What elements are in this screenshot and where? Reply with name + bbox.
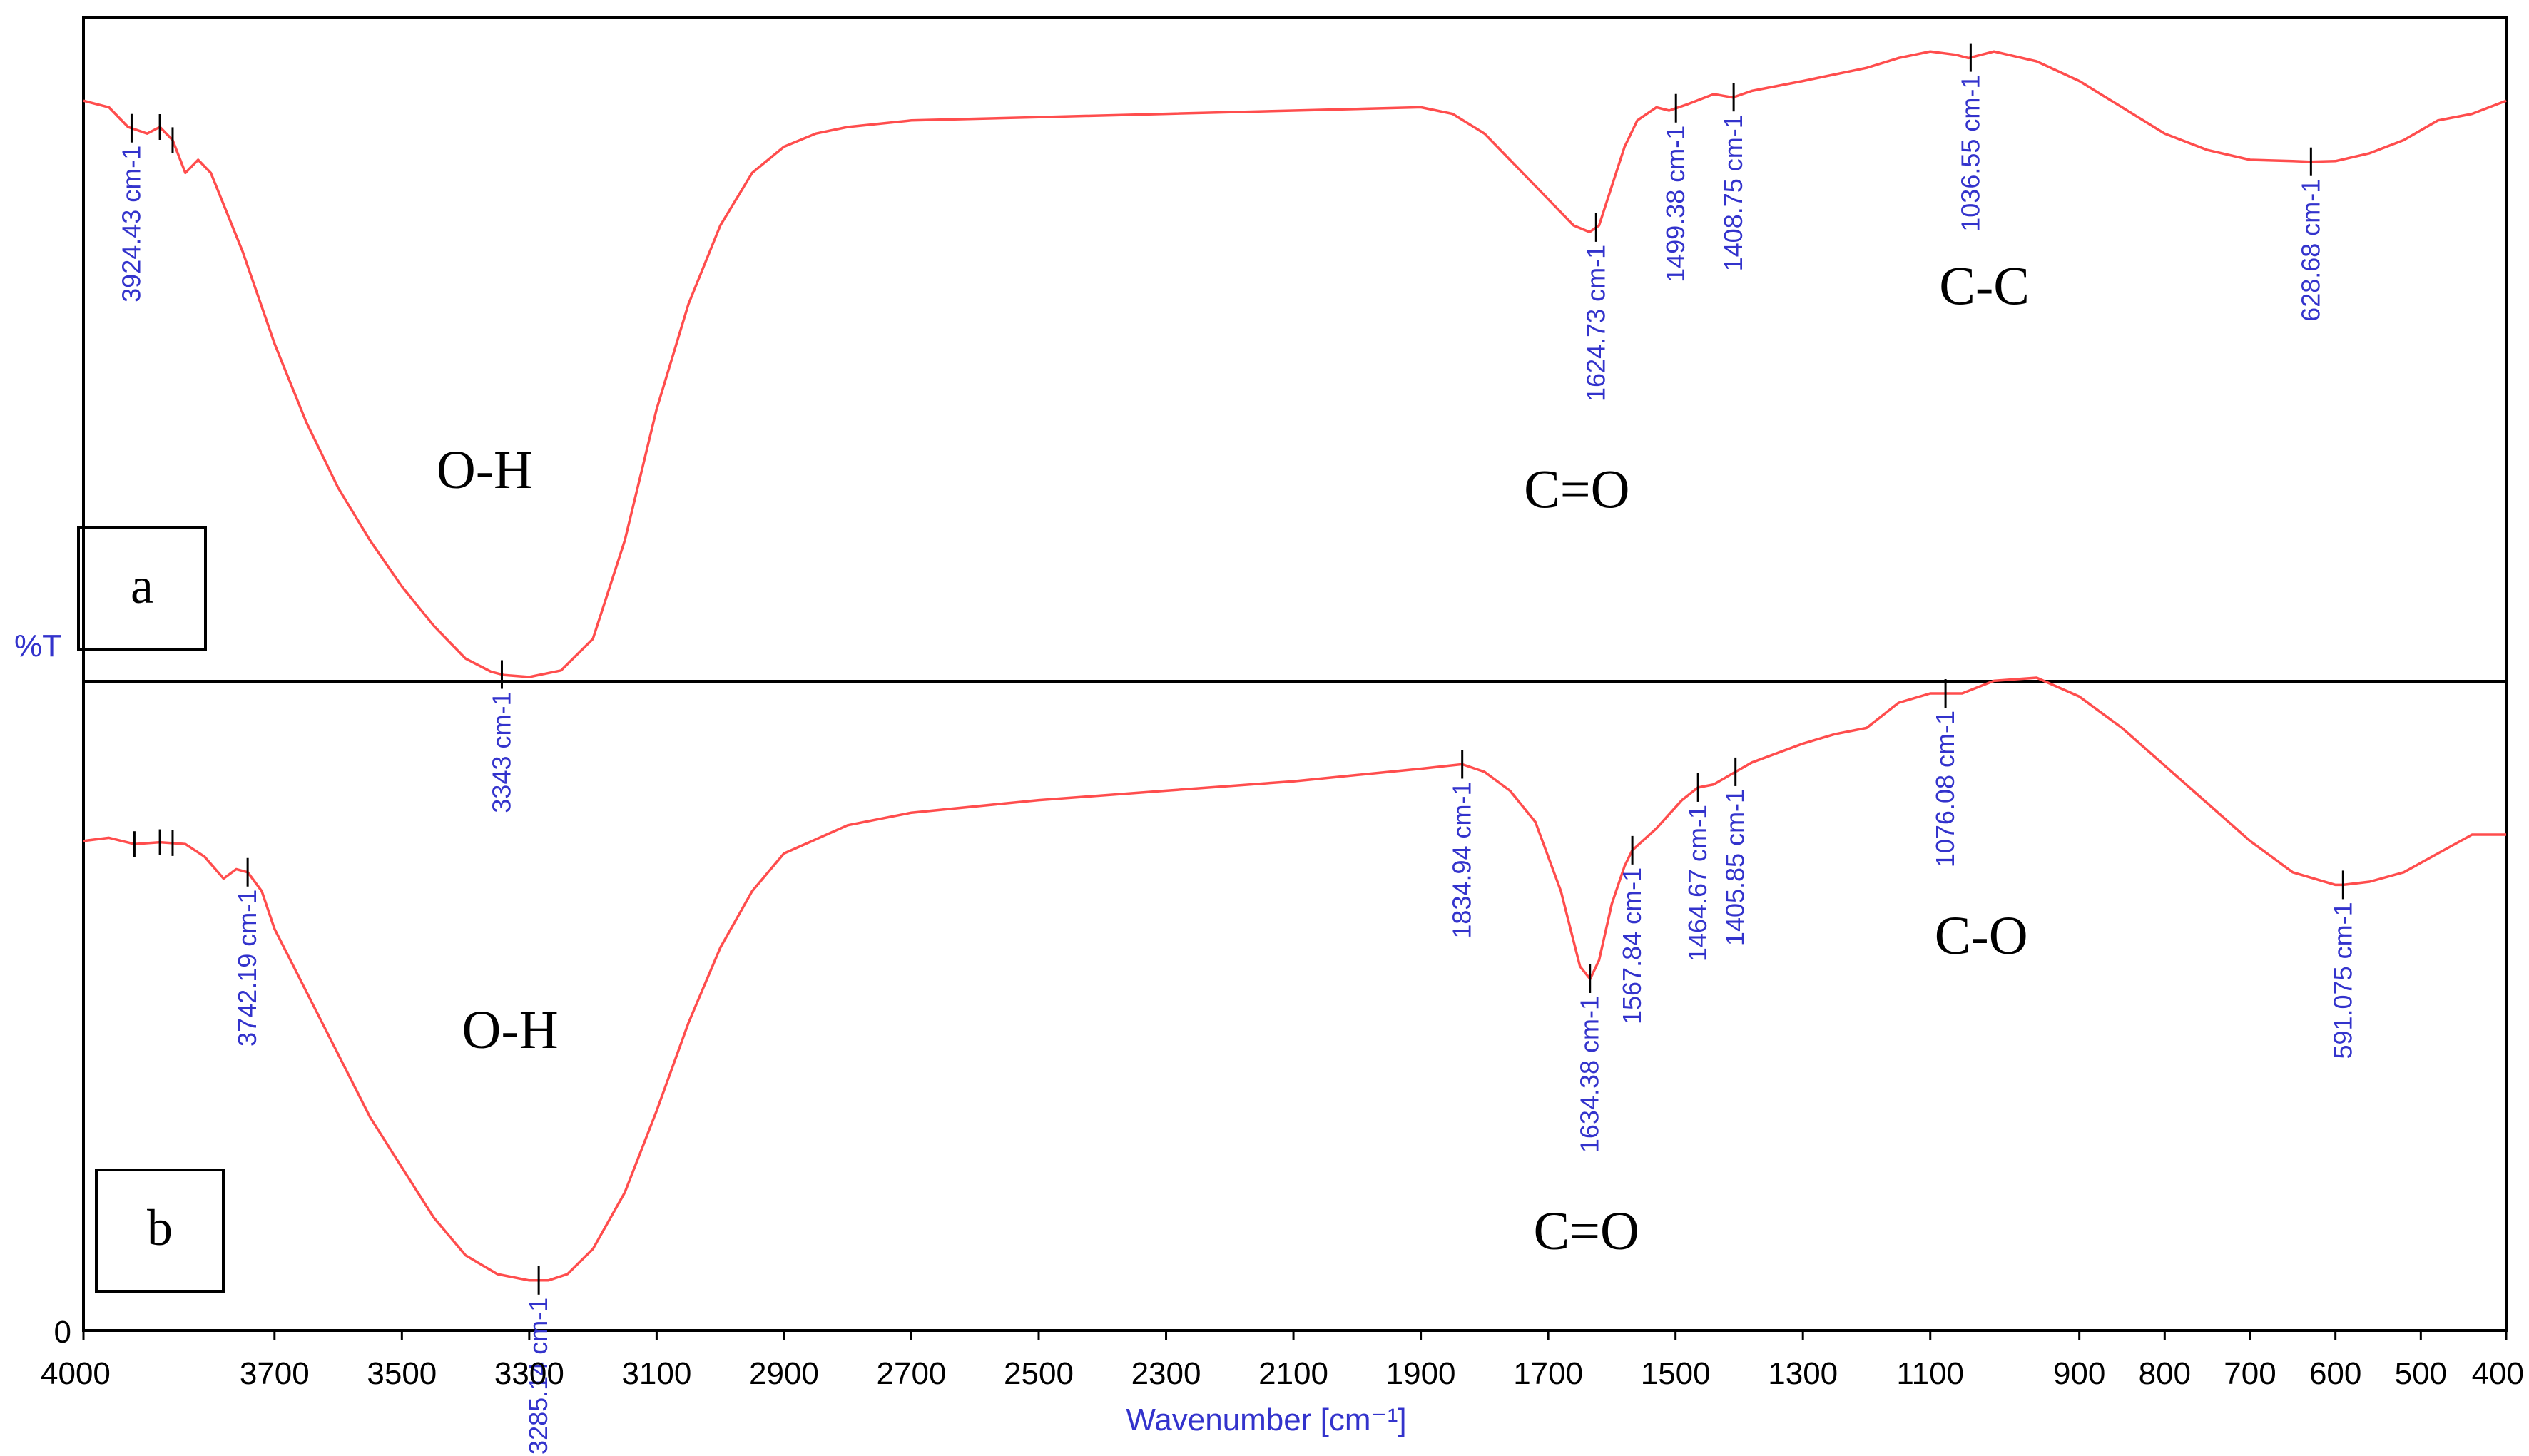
x-tick-label: 3700 xyxy=(240,1356,310,1391)
panel-a-group-label: C-C xyxy=(1939,256,2030,316)
panel-a-frame xyxy=(82,16,2508,683)
panel-a-peak-markers: 3924.43 cm-1 3343 cm-1 1624.73 cm-1 1499.38… xyxy=(116,43,2325,813)
x-tick-label: 900 xyxy=(2053,1356,2105,1391)
x-tick-label: 2300 xyxy=(1131,1356,1201,1391)
panel-a-letter: a xyxy=(131,557,153,614)
panel-a: 3924.43 cm-1 3343 cm-1 1624.73 cm-1 1499.38… xyxy=(77,16,2508,813)
x-tick-label: 2900 xyxy=(749,1356,819,1391)
x-tick-label: 1300 xyxy=(1768,1356,1838,1391)
x-axis: 4000 3700 3500 3300 3100 2900 2700 2500 2300 2100… xyxy=(41,1330,2524,1391)
x-tick-label: 3100 xyxy=(621,1356,691,1391)
panel-b-letter: b xyxy=(147,1199,173,1256)
panel-b-peak-label: 1834.94 cm-1 xyxy=(1447,781,1477,938)
x-axis-title: Wavenumber [cm⁻¹] xyxy=(1126,1402,1406,1437)
x-tick-label: 1100 xyxy=(1896,1356,1964,1391)
x-tick-label: 4000 xyxy=(41,1356,111,1391)
x-tick-label: 700 xyxy=(2224,1356,2276,1391)
x-tick-label: 2700 xyxy=(877,1356,947,1391)
panel-a-group-labels: O-H C=O C-C xyxy=(437,256,2030,519)
panel-b-peak-label: 3285.14 cm-1 xyxy=(524,1298,553,1455)
x-tick-label: 2500 xyxy=(1004,1356,1074,1391)
panel-a-group-label: O-H xyxy=(437,440,533,500)
panel-a-group-label: C=O xyxy=(1524,460,1629,520)
panel-b-peak-label: 1405.85 cm-1 xyxy=(1721,789,1750,946)
panel-b-group-labels: O-H C=O C-O xyxy=(462,906,2028,1261)
panel-b-letter-box xyxy=(95,1169,225,1293)
y-origin-label: 0 xyxy=(54,1315,71,1350)
panel-b-peak-label: 1076.08 cm-1 xyxy=(1930,711,1960,867)
x-tick-label: 1500 xyxy=(1641,1356,1711,1391)
panel-a-peak-label: 628.68 cm-1 xyxy=(2296,179,2325,322)
panel-b-peak-label: 1634.38 cm-1 xyxy=(1575,996,1604,1153)
panel-b-group-label: C-O xyxy=(1935,906,2028,966)
x-tick-label: 1900 xyxy=(1386,1356,1456,1391)
x-tick-label: 3500 xyxy=(367,1356,437,1391)
x-tick-label: 800 xyxy=(2139,1356,2191,1391)
panel-b-peak-label: 1464.67 cm-1 xyxy=(1683,805,1712,962)
panel-a-peak-label: 3924.43 cm-1 xyxy=(116,146,146,302)
x-tick-label: 2100 xyxy=(1258,1356,1328,1391)
x-tick-label: 1700 xyxy=(1513,1356,1583,1391)
x-tick-label: 600 xyxy=(2309,1356,2361,1391)
panel-a-peak-label: 1499.38 cm-1 xyxy=(1661,126,1690,282)
panel-a-peak-label: 3343 cm-1 xyxy=(487,692,516,813)
panel-a-letter-box xyxy=(77,526,207,651)
panel-a-spectrum-line xyxy=(83,50,2507,678)
panel-b-group-label: C=O xyxy=(1533,1201,1639,1261)
panel-b-peak-label: 3742.19 cm-1 xyxy=(233,890,262,1047)
y-axis-label: %T xyxy=(14,628,61,663)
panel-a-peak-label: 1408.75 cm-1 xyxy=(1719,114,1748,271)
panel-a-peak-label: 1036.55 cm-1 xyxy=(1955,75,1985,232)
x-tick-label: 500 xyxy=(2395,1356,2447,1391)
panel-b: 3742.19 cm-1 3285.14 cm-1 1834.94 cm-1 1634… xyxy=(82,676,2508,1455)
x-tick-label: 3300 xyxy=(494,1356,564,1391)
x-tick-label: 400 xyxy=(2472,1356,2524,1391)
panel-b-peak-label: 591.075 cm-1 xyxy=(2328,902,2357,1059)
panel-b-peak-label: 1567.84 cm-1 xyxy=(1617,867,1647,1024)
panel-a-peak-label: 1624.73 cm-1 xyxy=(1581,245,1610,402)
panel-b-frame xyxy=(82,680,2508,1332)
panel-b-peak-markers: 3742.19 cm-1 3285.14 cm-1 1834.94 cm-1 1634… xyxy=(133,679,2357,1455)
panel-b-spectrum-line xyxy=(83,676,2506,1282)
panel-b-group-label: O-H xyxy=(462,1000,559,1060)
